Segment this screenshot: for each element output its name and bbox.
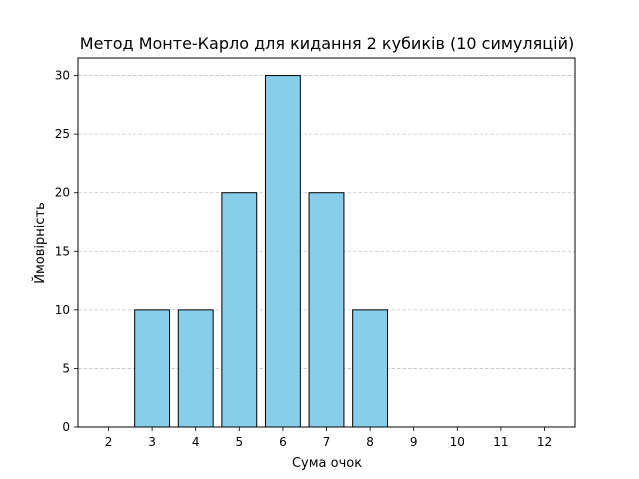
x-tick-label: 6 [279,435,287,449]
x-tick-label: 10 [450,435,465,449]
bar-8 [352,309,389,428]
y-tick-label: 25 [55,127,70,141]
bars [134,75,389,428]
bar-4 [177,309,214,428]
y-axis-ticks: 0 5 10 15 20 25 30 [55,69,78,434]
y-axis-label: Ймовірність [32,202,48,284]
y-tick-label: 20 [55,186,70,200]
x-tick-label: 4 [192,435,200,449]
x-axis-label: Сума очок [292,456,362,471]
y-tick-label: 30 [55,69,70,83]
x-axis-ticks: 2 3 4 5 6 7 8 9 10 11 12 [105,427,552,449]
x-tick-label: 9 [410,435,418,449]
x-tick-label: 12 [537,435,552,449]
x-tick-label: 2 [105,435,113,449]
y-tick-label: 5 [62,361,70,375]
y-tick-label: 10 [55,303,70,317]
x-tick-label: 8 [366,435,374,449]
bar-7 [308,192,345,428]
chart-title: Метод Монте-Карло для кидання 2 кубиків … [80,34,574,53]
y-tick-label: 15 [55,244,70,258]
bar-5 [221,192,258,428]
bar-6 [264,75,301,428]
x-tick-label: 7 [323,435,331,449]
x-tick-label: 11 [493,435,508,449]
bar-3 [134,309,171,428]
x-tick-label: 5 [235,435,243,449]
y-tick-label: 0 [62,420,70,434]
x-tick-label: 3 [148,435,156,449]
